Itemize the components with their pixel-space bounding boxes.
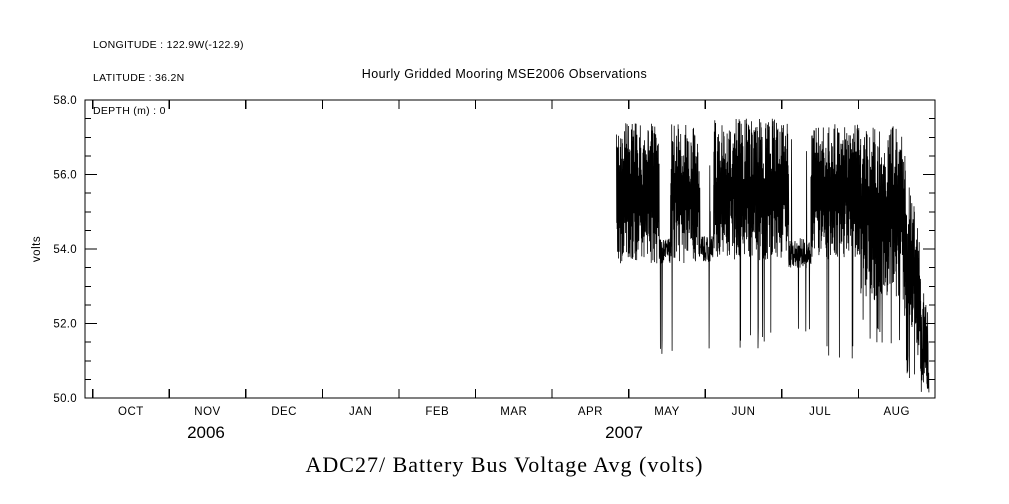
- y-tick-label: 50.0: [53, 393, 77, 405]
- latitude-label: LATITUDE : 36.2N: [93, 72, 185, 84]
- y-tick-label: 54.0: [53, 244, 77, 256]
- longitude-label: LONGITUDE : 122.9W(-122.9): [93, 39, 244, 51]
- chart-caption: ADC27/ Battery Bus Voltage Avg (volts): [305, 452, 704, 477]
- voltage-data-line: [616, 118, 930, 393]
- month-label: FEB: [425, 406, 449, 418]
- month-label: MAY: [654, 406, 680, 418]
- year-label: 2007: [605, 423, 643, 442]
- depth-label: DEPTH (m) : 0: [93, 105, 166, 117]
- month-label: JAN: [349, 406, 372, 418]
- month-label: AUG: [884, 406, 910, 418]
- month-label: APR: [578, 406, 603, 418]
- month-label: MAR: [500, 406, 527, 418]
- plot-title: Hourly Gridded Mooring MSE2006 Observati…: [361, 67, 648, 81]
- month-label: OCT: [118, 406, 144, 418]
- y-tick-label: 52.0: [53, 319, 77, 331]
- coords-info-block: LONGITUDE : 122.9W(-122.9) LATITUDE : 36…: [93, 18, 244, 139]
- month-label: JUN: [732, 406, 756, 418]
- y-tick-label: 58.0: [53, 95, 77, 107]
- year-label: 2006: [187, 423, 225, 442]
- month-label: JUL: [809, 406, 831, 418]
- month-label: NOV: [194, 406, 220, 418]
- month-label: DEC: [271, 406, 297, 418]
- y-tick-label: 56.0: [53, 170, 77, 182]
